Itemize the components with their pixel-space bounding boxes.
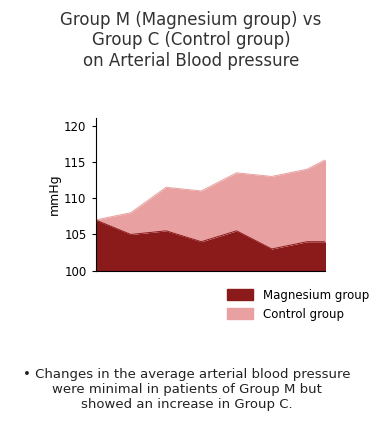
Text: • Changes in the average arterial blood pressure
were minimal in patients of Gro: • Changes in the average arterial blood … <box>23 368 350 411</box>
Text: Group M (Magnesium group) vs
Group C (Control group)
on Arterial Blood pressure: Group M (Magnesium group) vs Group C (Co… <box>60 11 322 70</box>
Legend: Magnesium group, Control group: Magnesium group, Control group <box>227 289 369 321</box>
Y-axis label: mmHg: mmHg <box>48 174 62 215</box>
